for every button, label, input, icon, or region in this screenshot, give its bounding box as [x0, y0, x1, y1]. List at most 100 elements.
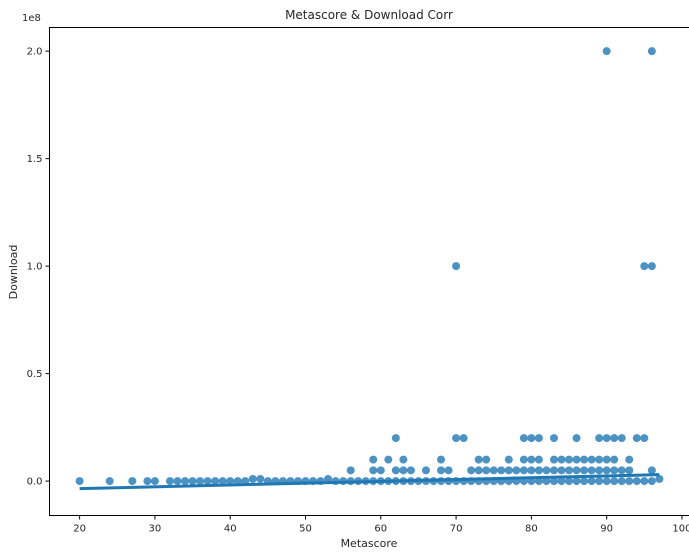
data-point	[595, 477, 604, 486]
data-point	[565, 477, 574, 486]
data-point	[437, 455, 446, 464]
data-point	[595, 455, 604, 464]
data-point	[391, 434, 400, 443]
data-point	[527, 466, 536, 475]
data-point	[128, 477, 137, 486]
data-point	[542, 477, 551, 486]
data-point	[474, 466, 483, 475]
y-axis-offset-label: 1e8	[22, 13, 41, 24]
data-point	[632, 477, 641, 486]
data-point	[519, 434, 528, 443]
data-point	[610, 455, 619, 464]
data-point	[504, 455, 513, 464]
data-point	[324, 474, 333, 483]
data-point	[376, 466, 385, 475]
data-point	[406, 466, 415, 475]
data-point	[256, 474, 265, 483]
x-axis: 20 30 40 50 60 70 80 90 100	[73, 515, 689, 535]
data-point	[527, 434, 536, 443]
data-point	[625, 466, 634, 475]
data-point	[150, 477, 159, 486]
y-axis: 0.0 0.5 1.0 1.5 2.0	[27, 47, 50, 488]
data-point	[557, 477, 566, 486]
data-point	[459, 434, 468, 443]
x-tick-label: 100	[672, 524, 689, 535]
data-point	[557, 466, 566, 475]
data-point	[203, 477, 212, 486]
data-point	[617, 434, 626, 443]
data-point	[647, 477, 656, 486]
data-point	[391, 466, 400, 475]
data-point	[565, 466, 574, 475]
data-point	[602, 434, 611, 443]
data-point	[625, 455, 634, 464]
data-point	[580, 466, 589, 475]
data-point	[181, 477, 190, 486]
data-point	[580, 477, 589, 486]
x-tick-label: 70	[450, 524, 463, 535]
data-point	[610, 477, 619, 486]
data-point	[527, 455, 536, 464]
data-point	[610, 466, 619, 475]
data-point	[640, 477, 649, 486]
x-tick-label: 60	[374, 524, 387, 535]
data-point	[587, 477, 596, 486]
data-point	[572, 477, 581, 486]
axes-frame	[49, 27, 689, 516]
data-point	[617, 466, 626, 475]
data-point	[474, 455, 483, 464]
data-point	[218, 477, 227, 486]
data-point	[647, 466, 656, 475]
data-point	[233, 477, 242, 486]
x-tick-label: 20	[73, 524, 86, 535]
data-point	[452, 262, 461, 271]
data-point	[602, 455, 611, 464]
data-point	[188, 477, 197, 486]
data-point	[632, 434, 641, 443]
trend-line	[79, 473, 660, 491]
data-point	[369, 466, 378, 475]
data-point	[647, 262, 656, 271]
data-point	[647, 47, 656, 56]
data-point	[519, 466, 528, 475]
data-point	[504, 466, 513, 475]
data-point	[226, 477, 235, 486]
y-tick-label: 2.0	[27, 47, 43, 58]
data-point	[482, 455, 491, 464]
data-point	[595, 466, 604, 475]
y-tick-label: 1.5	[27, 154, 43, 165]
data-point	[399, 466, 408, 475]
data-point	[512, 466, 521, 475]
data-point	[587, 466, 596, 475]
data-point	[602, 466, 611, 475]
data-point	[549, 434, 558, 443]
data-point	[437, 466, 446, 475]
x-tick-label: 50	[299, 524, 312, 535]
data-point	[165, 477, 174, 486]
data-point	[248, 474, 257, 483]
data-point	[625, 477, 634, 486]
plot-area	[75, 47, 664, 491]
data-point	[196, 477, 205, 486]
data-point	[572, 434, 581, 443]
data-point	[534, 434, 543, 443]
data-point	[580, 455, 589, 464]
data-point	[399, 455, 408, 464]
data-point	[369, 455, 378, 464]
data-point	[640, 262, 649, 271]
data-point	[542, 466, 551, 475]
x-axis-title: Metascore	[341, 537, 398, 550]
data-point	[444, 466, 453, 475]
data-point	[549, 466, 558, 475]
data-point	[467, 466, 476, 475]
data-point	[519, 455, 528, 464]
data-point	[143, 477, 152, 486]
y-tick-label: 1.0	[27, 262, 43, 273]
data-point	[346, 466, 355, 475]
data-point	[595, 434, 604, 443]
data-point	[549, 477, 558, 486]
data-point	[497, 466, 506, 475]
chart-title: Metascore & Download Corr	[285, 8, 453, 22]
x-tick-label: 90	[600, 524, 613, 535]
